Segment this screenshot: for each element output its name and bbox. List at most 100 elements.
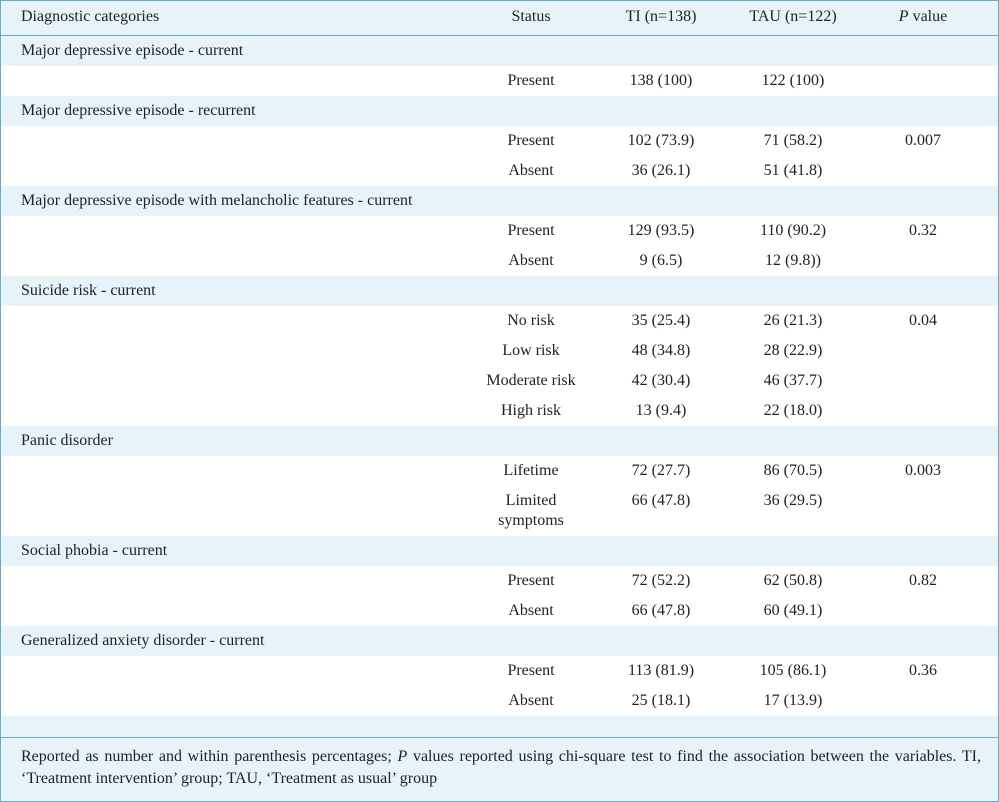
ti-cell: 9 (6.5) — [639, 252, 683, 269]
table-row: Limited symptoms 66 (47.8) 36 (29.5) — [1, 486, 998, 536]
category-label: Suicide risk - current — [21, 282, 156, 299]
ti-cell: 25 (18.1) — [631, 692, 691, 709]
tau-cell: 86 (70.5) — [763, 462, 823, 479]
tau-cell: 17 (13.9) — [763, 692, 823, 709]
p-value-cell: 0.007 — [905, 132, 941, 149]
table-row: Absent 25 (18.1) 17 (13.9) — [1, 686, 998, 716]
header-status: Status — [511, 8, 551, 25]
ti-cell: 13 (9.4) — [635, 402, 687, 419]
p-value-cell: 0.003 — [905, 462, 941, 479]
category-rows-block: Present 138 (100) 122 (100) — [1, 66, 998, 96]
footnote-part2: values reported using chi-square test to… — [21, 748, 981, 787]
table-footnote: Reported as number and within parenthesi… — [21, 746, 981, 790]
ti-cell: 48 (34.8) — [631, 342, 691, 359]
status-cell: Lifetime — [503, 462, 559, 479]
table-row: Low risk 48 (34.8) 28 (22.9) — [1, 336, 998, 366]
table-row: Present 72 (52.2) 62 (50.8) 0.82 — [1, 566, 998, 596]
category-label: Major depressive episode - current — [21, 42, 244, 59]
status-cell: Absent — [508, 252, 554, 269]
table-row: Absent 9 (6.5) 12 (9.8)) — [1, 246, 998, 276]
header-tau: TAU (n=122) — [749, 8, 837, 25]
ti-cell: 113 (81.9) — [627, 662, 695, 679]
tau-cell: 22 (18.0) — [763, 402, 823, 419]
table-row: Absent 66 (47.8) 60 (49.1) — [1, 596, 998, 626]
category-row: Panic disorder — [1, 426, 998, 456]
category-row: Social phobia - current — [1, 536, 998, 566]
category-label: Major depressive episode with melancholi… — [21, 192, 413, 209]
status-cell: No risk — [507, 312, 555, 329]
ti-cell: 72 (52.2) — [631, 572, 691, 589]
ti-cell: 36 (26.1) — [631, 162, 691, 179]
table-footnote-area: Reported as number and within parenthesi… — [1, 737, 998, 802]
tau-cell: 46 (37.7) — [763, 372, 823, 389]
ti-cell: 129 (93.5) — [627, 222, 695, 239]
table-header: Diagnostic categories Status TI (n=138) … — [1, 1, 998, 36]
table-row: Moderate risk 42 (30.4) 46 (37.7) — [1, 366, 998, 396]
ti-cell: 72 (27.7) — [631, 462, 691, 479]
table-row: Absent 36 (26.1) 51 (41.8) — [1, 156, 998, 186]
tau-cell: 105 (86.1) — [759, 662, 827, 679]
status-cell: Absent — [508, 162, 554, 179]
status-cell: Limited symptoms — [461, 491, 601, 531]
p-value-cell: 0.32 — [909, 222, 937, 239]
ti-cell: 66 (47.8) — [631, 492, 691, 509]
ti-cell: 102 (73.9) — [627, 132, 695, 149]
table-row: Present 129 (93.5) 110 (90.2) 0.32 — [1, 216, 998, 246]
category-label: Panic disorder — [21, 432, 113, 449]
category-rows-block: No risk 35 (25.4) 26 (21.3) 0.04 Low risk 48 … — [1, 306, 998, 426]
category-label: Generalized anxiety disorder - current — [21, 632, 265, 649]
p-value-cell: 0.04 — [909, 312, 937, 329]
footnote-part1: Reported as number and within parenthesi… — [21, 748, 398, 765]
category-row: Major depressive episode with melancholi… — [1, 186, 998, 216]
status-cell: Absent — [508, 692, 554, 709]
status-cell: Moderate risk — [486, 372, 576, 389]
tau-cell: 51 (41.8) — [763, 162, 823, 179]
category-row: Major depressive episode - current — [1, 36, 998, 66]
tau-cell: 28 (22.9) — [763, 342, 823, 359]
status-cell: Present — [507, 222, 555, 239]
category-rows-block: Present 72 (52.2) 62 (50.8) 0.82 Absent 66 (4… — [1, 566, 998, 626]
ti-cell: 42 (30.4) — [631, 372, 691, 389]
category-rows-block: Present 113 (81.9) 105 (86.1) 0.36 Absent 25 … — [1, 656, 998, 716]
status-cell: Present — [507, 572, 555, 589]
ti-cell: 138 (100) — [629, 72, 693, 89]
footnote-p-letter: P — [397, 748, 408, 765]
status-cell: Present — [507, 132, 555, 149]
category-label: Social phobia - current — [21, 542, 168, 559]
status-line: Limited — [505, 492, 557, 509]
ti-cell: 66 (47.8) — [631, 602, 691, 619]
header-p-letter: P — [898, 8, 909, 25]
table-row: High risk 13 (9.4) 22 (18.0) — [1, 396, 998, 426]
p-value-cell: 0.36 — [909, 662, 937, 679]
status-cell: Present — [507, 662, 555, 679]
tau-cell: 71 (58.2) — [763, 132, 823, 149]
header-p-value: P value — [853, 7, 993, 27]
tau-cell: 36 (29.5) — [763, 492, 823, 509]
header-ti: TI (n=138) — [625, 8, 697, 25]
status-cell: Low risk — [502, 342, 560, 359]
header-diagnostic-categories: Diagnostic categories — [21, 8, 160, 25]
table-row: No risk 35 (25.4) 26 (21.3) 0.04 — [1, 306, 998, 336]
category-rows-block: Present 102 (73.9) 71 (58.2) 0.007 Absent 36 … — [1, 126, 998, 186]
category-row: Major depressive episode - recurrent — [1, 96, 998, 126]
category-rows-block: Present 129 (93.5) 110 (90.2) 0.32 Absent 9 (… — [1, 216, 998, 276]
status-cell: Present — [507, 72, 555, 89]
table-row: Lifetime 72 (27.7) 86 (70.5) 0.003 — [1, 456, 998, 486]
tau-cell: 12 (9.8)) — [765, 252, 821, 269]
table-row: Present 113 (81.9) 105 (86.1) 0.36 — [1, 656, 998, 686]
category-row: Suicide risk - current — [1, 276, 998, 306]
tau-cell: 122 (100) — [761, 72, 825, 89]
category-rows-block: Lifetime 72 (27.7) 86 (70.5) 0.003 Limited sy… — [1, 456, 998, 536]
category-row: Generalized anxiety disorder - current — [1, 626, 998, 656]
category-label: Major depressive episode - recurrent — [21, 102, 256, 119]
table-row: Present 138 (100) 122 (100) — [1, 66, 998, 96]
tau-cell: 60 (49.1) — [763, 602, 823, 619]
status-cell: High risk — [501, 402, 561, 419]
status-line: symptoms — [498, 512, 564, 529]
header-p-rest: value — [908, 8, 948, 25]
ti-cell: 35 (25.4) — [631, 312, 691, 329]
table-row: Present 102 (73.9) 71 (58.2) 0.007 — [1, 126, 998, 156]
tau-cell: 26 (21.3) — [763, 312, 823, 329]
status-cell: Absent — [508, 602, 554, 619]
